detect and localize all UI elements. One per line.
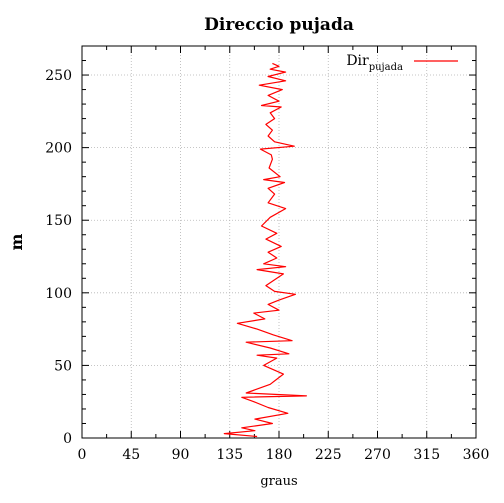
- x-tick-label: 0: [78, 447, 87, 463]
- x-tick-label: 45: [122, 447, 140, 463]
- y-tick-label: 100: [45, 286, 72, 302]
- series-layer: [223, 62, 307, 438]
- y-tick-label: 50: [54, 358, 72, 374]
- x-tick-label: 135: [216, 447, 243, 463]
- x-tick-label: 225: [315, 447, 342, 463]
- x-tick-labels: 0 45 90 135 180 225 270 315 360: [78, 447, 490, 463]
- legend-label-main: Dir: [346, 53, 369, 69]
- legend-label: Dirpujada: [346, 53, 403, 73]
- axis-ticks: [81, 45, 477, 439]
- y-axis-label: m: [7, 233, 26, 250]
- y-tick-label: 150: [45, 213, 72, 229]
- x-tick-label: 90: [172, 447, 190, 463]
- x-tick-label: 270: [364, 447, 391, 463]
- y-tick-labels: 0 50 100 150 200 250: [45, 68, 72, 447]
- y-tick-label: 250: [45, 68, 72, 84]
- legend: Dirpujada: [346, 53, 458, 73]
- grid: [82, 46, 476, 438]
- x-tick-label: 180: [266, 447, 293, 463]
- series-line: [223, 62, 307, 438]
- x-tick-label: 315: [413, 447, 440, 463]
- legend-label-subscript: pujada: [369, 62, 403, 73]
- chart-title: Direccio pujada: [204, 15, 354, 35]
- x-axis-label: graus: [260, 474, 297, 489]
- x-tick-label: 360: [463, 447, 490, 463]
- y-tick-label: 200: [45, 141, 72, 157]
- y-tick-label: 0: [63, 431, 72, 447]
